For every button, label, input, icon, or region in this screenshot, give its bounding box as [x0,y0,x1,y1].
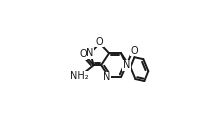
Text: N: N [123,60,130,70]
Text: O: O [79,49,87,59]
Text: O: O [130,46,138,56]
Text: NH₂: NH₂ [70,71,88,81]
Text: O: O [96,37,103,47]
Text: N: N [86,48,93,58]
Text: N: N [103,72,110,82]
